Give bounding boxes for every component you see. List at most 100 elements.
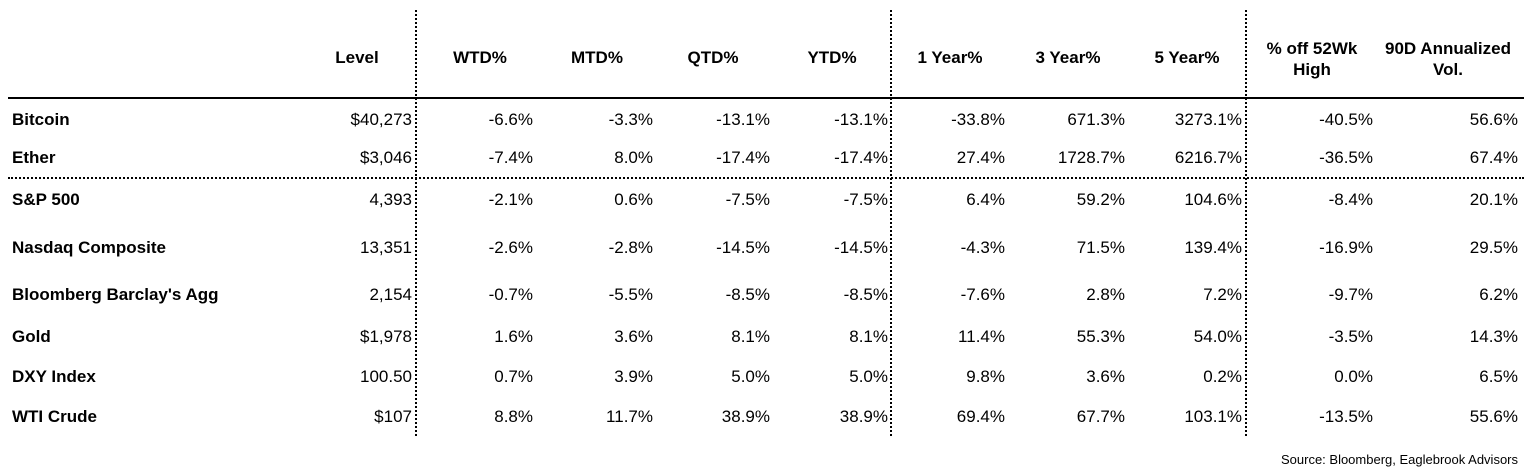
cell: 69.4% <box>956 407 1005 426</box>
cell: -6.6% <box>488 110 533 129</box>
cell: -8.4% <box>1328 190 1373 209</box>
cell: 67.4% <box>1469 148 1518 167</box>
cell: -33.8% <box>951 110 1005 129</box>
cell: 55.3% <box>1076 327 1125 346</box>
cell: 11.7% <box>606 407 653 426</box>
cell: 11.4% <box>958 327 1005 346</box>
cell: 2,154 <box>369 285 412 304</box>
cell: -7.5% <box>843 190 888 209</box>
cell: 14.3% <box>1469 327 1518 346</box>
cell: -4.3% <box>960 238 1005 257</box>
column-header: 3 Year% <box>1035 48 1101 67</box>
cell: 59.2% <box>1076 190 1125 209</box>
divider <box>415 10 417 436</box>
cell: -7.6% <box>960 285 1005 304</box>
cell: 27.4% <box>956 148 1005 167</box>
cell: 1728.7% <box>1057 148 1125 167</box>
cell: 104.6% <box>1184 190 1242 209</box>
cell: -13.5% <box>1319 407 1373 426</box>
header-rule <box>8 97 1524 99</box>
cell: $107 <box>374 407 412 426</box>
cell: -2.1% <box>488 190 533 209</box>
column-header: YTD% <box>807 48 857 67</box>
cell: $3,046 <box>360 148 412 167</box>
cell: 71.5% <box>1076 238 1125 257</box>
cell: 0.6% <box>614 190 653 209</box>
column-header: Level <box>335 48 379 67</box>
cell: 0.2% <box>1203 367 1242 386</box>
column-header: MTD% <box>571 48 623 67</box>
cell: -13.1% <box>716 110 770 129</box>
column-header: 5 Year% <box>1154 48 1220 67</box>
cell: -5.5% <box>608 285 653 304</box>
cell: 55.6% <box>1469 407 1518 426</box>
cell: 1.6% <box>494 327 533 346</box>
cell: 8.8% <box>494 407 533 426</box>
cell: 56.6% <box>1469 110 1518 129</box>
cell: $1,978 <box>360 327 412 346</box>
cell: 6.5% <box>1479 367 1518 386</box>
group-rule <box>8 177 1524 179</box>
row-label: Gold <box>12 327 51 346</box>
column-header: % off 52Wk High <box>1266 39 1358 79</box>
cell: 8.0% <box>614 148 653 167</box>
cell: 54.0% <box>1193 327 1242 346</box>
cell: 100.50 <box>360 367 412 386</box>
cell: 9.8% <box>966 367 1005 386</box>
cell: 6216.7% <box>1174 148 1242 167</box>
divider <box>890 10 892 436</box>
cell: 139.4% <box>1184 238 1242 257</box>
cell: 671.3% <box>1067 110 1125 129</box>
cell: -2.8% <box>608 238 653 257</box>
cell: 4,393 <box>369 190 412 209</box>
cell: 5.0% <box>731 367 770 386</box>
cell: 20.1% <box>1469 190 1518 209</box>
cell: 6.2% <box>1479 285 1518 304</box>
cell: 0.0% <box>1334 367 1373 386</box>
cell: 3.6% <box>1086 367 1125 386</box>
cell: -14.5% <box>834 238 888 257</box>
cell: 3.6% <box>614 327 653 346</box>
cell: -7.4% <box>488 148 533 167</box>
cell: $40,273 <box>350 110 412 129</box>
cell: 103.1% <box>1184 407 1242 426</box>
cell: -14.5% <box>716 238 770 257</box>
cell: -3.5% <box>1328 327 1373 346</box>
source-note: Source: Bloomberg, Eaglebrook Advisors <box>1280 452 1518 467</box>
cell: -8.5% <box>725 285 770 304</box>
cell: -40.5% <box>1319 110 1373 129</box>
cell: 3.9% <box>614 367 653 386</box>
row-label: Nasdaq Composite <box>12 238 166 257</box>
divider <box>1245 10 1247 436</box>
cell: -0.7% <box>488 285 533 304</box>
cell: -36.5% <box>1319 148 1373 167</box>
row-label: Ether <box>12 148 56 167</box>
cell: 7.2% <box>1203 285 1242 304</box>
cell: 38.9% <box>839 407 888 426</box>
row-label: WTI Crude <box>12 407 97 426</box>
cell: 29.5% <box>1469 238 1518 257</box>
cell: -13.1% <box>834 110 888 129</box>
column-header: WTD% <box>453 48 507 67</box>
cell: 13,351 <box>360 238 412 257</box>
row-label: Bloomberg Barclay's Agg <box>12 285 219 304</box>
cell: -2.6% <box>488 238 533 257</box>
cell: -8.5% <box>843 285 888 304</box>
cell: 6.4% <box>966 190 1005 209</box>
cell: 5.0% <box>849 367 888 386</box>
cell: 8.1% <box>731 327 770 346</box>
cell: 38.9% <box>721 407 770 426</box>
cell: 0.7% <box>494 367 533 386</box>
cell: 3273.1% <box>1174 110 1242 129</box>
cell: -17.4% <box>834 148 888 167</box>
cell: -17.4% <box>716 148 770 167</box>
cell: 8.1% <box>849 327 888 346</box>
cell: 67.7% <box>1076 407 1125 426</box>
cell: -9.7% <box>1328 285 1373 304</box>
row-label: Bitcoin <box>12 110 70 129</box>
cell: 2.8% <box>1086 285 1125 304</box>
column-header: QTD% <box>687 48 739 67</box>
cell: -16.9% <box>1319 238 1373 257</box>
cell: -7.5% <box>725 190 770 209</box>
